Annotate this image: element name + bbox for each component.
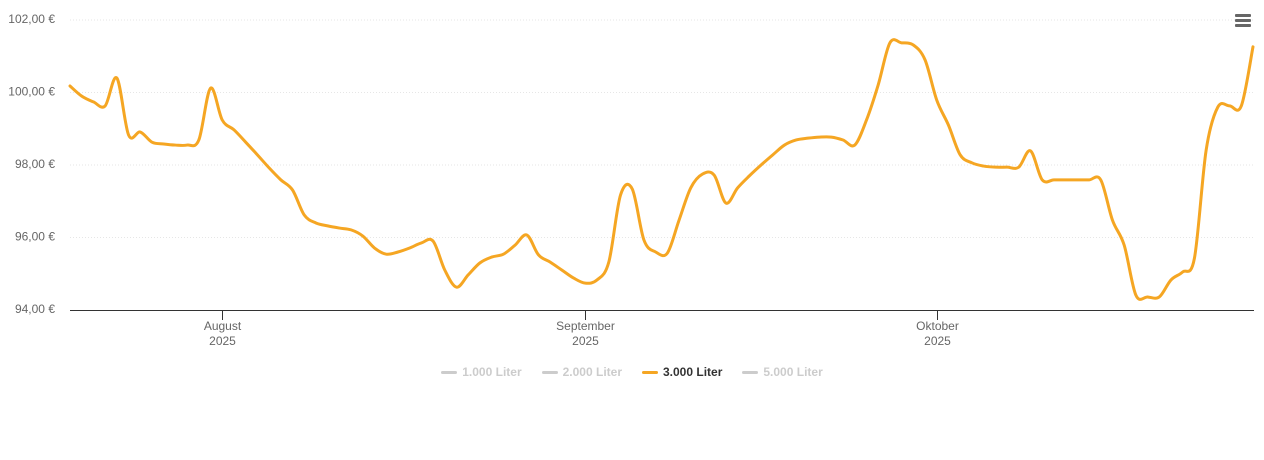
y-tick-label: 98,00 €	[15, 157, 55, 171]
x-tick-label: August 2025	[203, 319, 242, 348]
menu-button[interactable]	[1233, 14, 1253, 30]
legend-item[interactable]: 5.000 Liter	[742, 365, 823, 379]
y-tick-label: 100,00 €	[8, 85, 55, 99]
legend-item[interactable]: 2.000 Liter	[541, 365, 622, 379]
legend-label: 5.000 Liter	[763, 365, 823, 379]
y-tick-label: 94,00 €	[15, 302, 55, 316]
line-series	[68, 38, 1255, 301]
legend-item[interactable]: 1.000 Liter	[441, 365, 522, 379]
legend-swatch	[642, 370, 658, 374]
legend-label: 2.000 Liter	[562, 365, 622, 379]
legend-item[interactable]: 3.000 Liter	[642, 365, 722, 379]
legend-label: 3.000 Liter	[663, 365, 723, 379]
legend-label: 1.000 Liter	[462, 365, 522, 379]
legend: 1.000 Liter 2.000 Liter 3.000 Liter 5.000 L…	[0, 365, 1264, 379]
legend-swatch	[742, 370, 759, 374]
legend-swatch	[441, 370, 458, 374]
x-tick-label: Oktober 2025	[916, 319, 959, 348]
x-tick-label: September 2025	[556, 319, 615, 348]
legend-swatch	[541, 370, 558, 374]
y-tick-label: 102,00 €	[8, 12, 55, 26]
y-tick-label: 96,00 €	[15, 230, 55, 244]
